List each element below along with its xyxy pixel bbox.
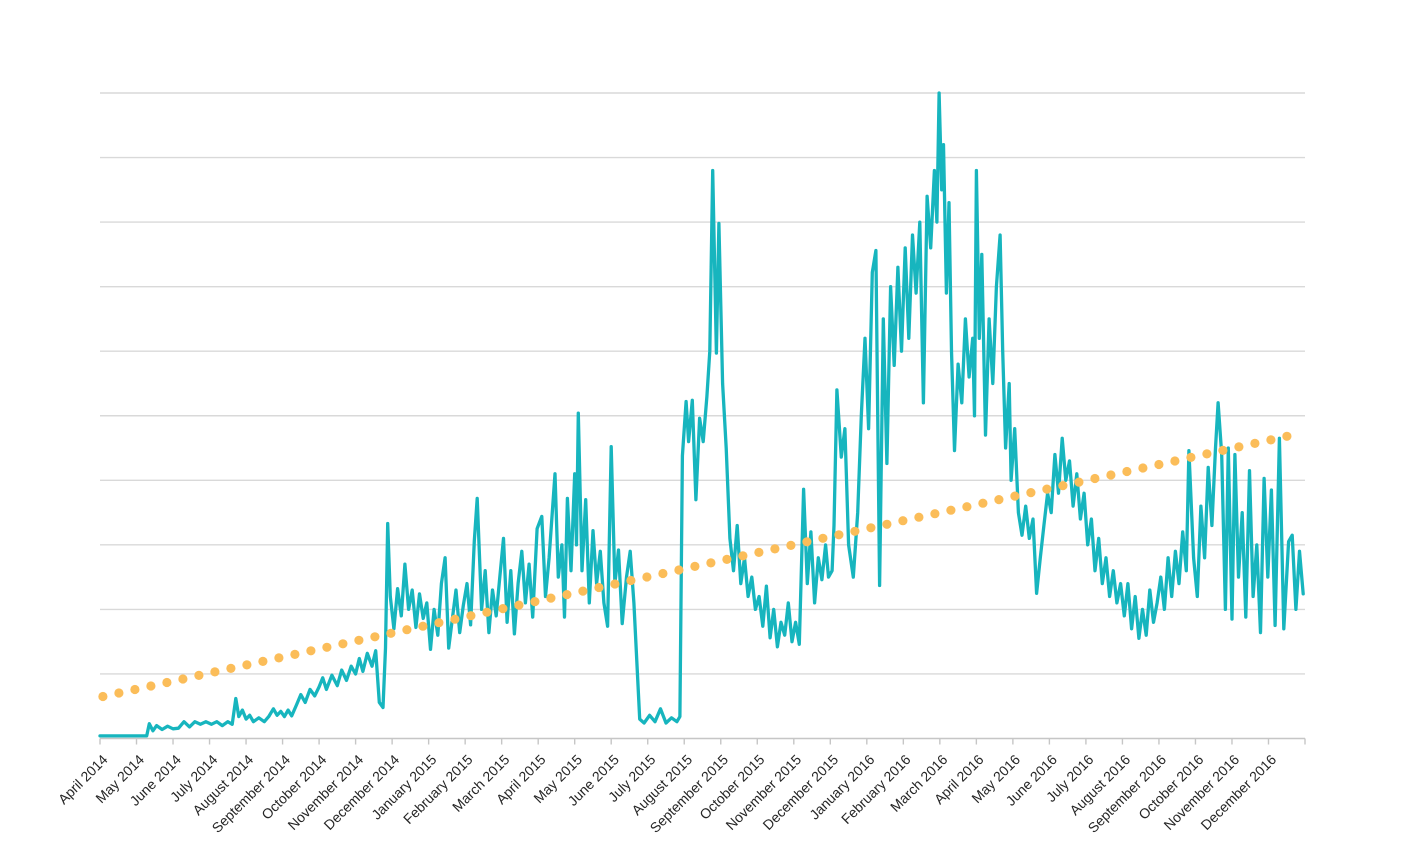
trend-dot <box>978 498 988 508</box>
trend-dot <box>290 649 300 660</box>
trend-dot <box>610 579 620 589</box>
trend-dot <box>866 523 876 533</box>
trend-dot <box>98 691 108 702</box>
trend-dot <box>1042 484 1052 494</box>
trend-dot <box>914 512 924 522</box>
trend-dot <box>994 495 1004 505</box>
trend-dot <box>1106 470 1116 480</box>
trend-dot <box>546 593 556 603</box>
trend-dot <box>722 554 732 565</box>
trend-dot <box>1266 435 1276 445</box>
trend-dot <box>210 667 220 677</box>
trend-dot <box>226 663 236 674</box>
trend-dot <box>338 639 348 649</box>
trend-dot <box>754 547 764 558</box>
trend-dot <box>1186 452 1196 462</box>
trend-dot <box>1250 438 1260 448</box>
trend-dot <box>1282 431 1292 441</box>
trend-dot <box>946 505 956 515</box>
trend-dot <box>818 533 828 543</box>
trend-dot <box>962 502 972 512</box>
trend-dot <box>162 677 172 688</box>
trend-dot <box>354 635 364 645</box>
trend-dot <box>482 607 492 617</box>
trend-dot <box>1138 463 1148 473</box>
trend-dot <box>1202 449 1212 459</box>
trend-dot <box>466 611 476 621</box>
trend-dot <box>450 614 460 624</box>
trend-dot <box>930 509 940 519</box>
trend-dot <box>658 568 668 579</box>
trend-dot <box>1026 488 1036 498</box>
trend-dot <box>498 604 508 614</box>
trend-dot <box>258 656 268 667</box>
trend-dot <box>402 625 412 635</box>
trend-dot <box>146 681 156 691</box>
trend-dot <box>786 540 796 551</box>
trend-dot <box>770 544 780 554</box>
trend-dot <box>578 586 588 596</box>
trend-dot <box>594 582 604 593</box>
trend-dot <box>834 530 844 540</box>
trend-dot <box>738 551 748 561</box>
trend-dot <box>178 674 188 684</box>
trend-dot <box>898 516 908 526</box>
trend-dot <box>1170 456 1180 466</box>
trend-dot <box>274 653 284 663</box>
trend-dot <box>386 628 396 638</box>
trend-dot <box>418 621 428 631</box>
trend-dot <box>194 670 204 681</box>
trend-dot <box>1218 445 1228 455</box>
trend-dot <box>1010 491 1020 501</box>
trend-dot <box>114 688 124 698</box>
x-axis <box>99 737 1306 745</box>
trend-dot <box>1074 477 1084 487</box>
trend-dots <box>98 431 1292 702</box>
trend-dot <box>530 597 540 607</box>
trend-dot <box>706 558 716 568</box>
trend-dot <box>674 565 684 575</box>
trend-dot <box>1154 459 1164 470</box>
trend-dot <box>130 684 140 695</box>
trend-dot <box>370 632 380 642</box>
trend-dot <box>802 537 812 547</box>
trend-dot <box>626 575 636 586</box>
trend-dot <box>562 590 572 600</box>
trend-dot <box>1122 466 1132 477</box>
trend-dot <box>642 572 652 582</box>
trend-dot <box>850 526 860 536</box>
trend-dot <box>306 646 316 656</box>
gridlines <box>100 92 1305 675</box>
trend-dot <box>882 519 892 529</box>
trend-dot <box>514 600 524 610</box>
trend-dot <box>1090 473 1100 484</box>
trend-dot <box>1058 481 1068 491</box>
trend-dot <box>690 561 700 572</box>
trend-dot <box>1234 442 1244 452</box>
trend-dot <box>322 642 332 652</box>
trend-dot <box>434 618 444 628</box>
trend-dot <box>242 660 252 670</box>
data-series-line <box>98 91 1305 738</box>
